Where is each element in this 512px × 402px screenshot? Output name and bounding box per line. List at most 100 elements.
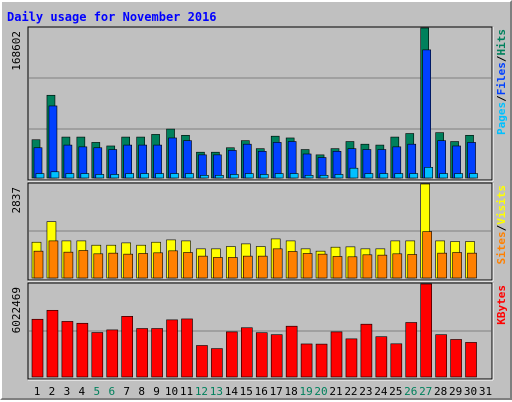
day-label-12: 12 [195, 385, 208, 398]
bar-kbytes-day-12 [196, 345, 208, 378]
bar-sites-day-5 [93, 253, 104, 279]
legend-kbytes: KBytes [495, 285, 508, 325]
bar-sites-day-4 [78, 250, 89, 279]
legend-visits_sites: Sites/Visits [495, 185, 508, 265]
day-label-20: 20 [314, 385, 327, 398]
bar-kbytes-day-29 [450, 339, 462, 378]
bar-files-day-5 [93, 147, 103, 179]
bar-sites-day-14 [228, 257, 238, 279]
bar-pages-day-20 [319, 175, 329, 179]
bar-kbytes-day-22 [345, 338, 358, 378]
day-label-11: 11 [180, 385, 193, 398]
legend-entry: Files [495, 62, 508, 95]
bar-kbytes-day-27 [420, 283, 433, 378]
bar-files-day-18 [287, 141, 297, 179]
bar-sites-day-23 [362, 254, 373, 279]
day-label-9: 9 [153, 385, 160, 398]
bar-kbytes-day-13 [211, 348, 223, 378]
bar-sites-day-29 [452, 252, 462, 279]
bar-kbytes-day-21 [330, 331, 343, 378]
max-label-kbytes: 6022469 [10, 287, 23, 333]
bar-pages-day-30 [469, 173, 478, 179]
bar-sites-day-11 [183, 252, 193, 279]
bar-kbytes-day-11 [181, 318, 193, 378]
legend-entry: / [495, 224, 508, 231]
max-label-hits_files_pages: 168602 [10, 31, 23, 71]
bar-files-day-17 [272, 142, 282, 179]
bar-kbytes-day-1 [31, 318, 44, 378]
bar-sites-day-8 [138, 253, 148, 279]
bar-pages-day-27 [424, 167, 434, 179]
legend-entry: KBytes [495, 285, 508, 325]
day-label-10: 10 [165, 385, 178, 398]
bar-pages-day-1 [35, 173, 45, 179]
bar-pages-day-26 [409, 173, 419, 179]
day-label-8: 8 [138, 385, 145, 398]
legend-entry: Pages [495, 102, 508, 135]
bar-kbytes-day-10 [166, 319, 178, 378]
bar-files-day-21 [332, 151, 342, 179]
bar-kbytes-day-24 [375, 336, 388, 378]
bar-sites-day-25 [392, 253, 403, 279]
chart-title: Daily usage for November 2016 [7, 10, 217, 24]
bar-sites-day-2 [48, 240, 59, 279]
bar-pages-day-16 [259, 174, 269, 179]
bar-pages-day-8 [140, 173, 149, 179]
bar-kbytes-day-28 [435, 334, 447, 378]
bar-pages-day-18 [289, 173, 299, 179]
bar-kbytes-day-16 [255, 332, 268, 378]
bar-pages-day-6 [110, 174, 120, 179]
bar-sites-day-9 [153, 252, 163, 279]
bar-sites-day-13 [213, 257, 223, 279]
bar-files-day-15 [243, 143, 252, 179]
day-label-30: 30 [464, 385, 477, 398]
bar-pages-day-10 [170, 173, 179, 179]
bar-pages-day-17 [274, 173, 284, 179]
bar-pages-day-24 [379, 173, 389, 179]
day-label-13: 13 [210, 385, 223, 398]
bar-sites-day-30 [467, 252, 477, 279]
day-label-4: 4 [79, 385, 86, 398]
bar-pages-day-9 [155, 173, 164, 179]
legend-entry: / [495, 55, 508, 62]
day-label-22: 22 [344, 385, 357, 398]
bar-pages-day-29 [454, 173, 463, 179]
bar-kbytes-day-5 [91, 332, 104, 378]
day-label-27: 27 [419, 385, 432, 398]
legend-entry: Sites [495, 231, 508, 264]
day-label-14: 14 [225, 385, 239, 398]
day-label-6: 6 [108, 385, 115, 398]
bar-files-day-19 [302, 153, 312, 179]
bar-kbytes-day-23 [360, 323, 373, 378]
bar-kbytes-day-4 [76, 322, 89, 378]
day-label-19: 19 [299, 385, 312, 398]
bar-sites-day-15 [243, 255, 253, 279]
bar-pages-day-11 [185, 173, 194, 179]
bar-files-day-20 [317, 157, 327, 179]
bar-sites-day-16 [257, 255, 268, 279]
bar-pages-day-14 [230, 174, 239, 179]
bar-files-day-30 [467, 142, 476, 179]
bar-files-day-16 [257, 151, 267, 179]
bar-kbytes-day-19 [300, 343, 313, 378]
bar-kbytes-day-14 [226, 331, 238, 378]
bar-kbytes-day-2 [46, 309, 59, 378]
bar-pages-day-25 [394, 173, 404, 179]
bar-sites-day-12 [198, 255, 208, 279]
bar-pages-day-19 [304, 175, 314, 179]
bar-sites-day-7 [123, 253, 133, 279]
bar-sites-day-21 [332, 256, 343, 279]
bar-sites-day-20 [317, 253, 328, 279]
bar-files-day-13 [213, 154, 222, 179]
bar-kbytes-day-15 [241, 327, 253, 378]
bar-kbytes-day-3 [61, 321, 74, 378]
bar-files-day-6 [108, 149, 118, 179]
bar-sites-day-6 [108, 252, 119, 279]
day-label-24: 24 [374, 385, 388, 398]
day-label-18: 18 [285, 385, 298, 398]
legend-entry: Hits [495, 29, 508, 56]
bar-kbytes-day-18 [285, 325, 298, 378]
bar-pages-day-13 [215, 175, 224, 179]
bar-files-day-10 [168, 137, 177, 179]
